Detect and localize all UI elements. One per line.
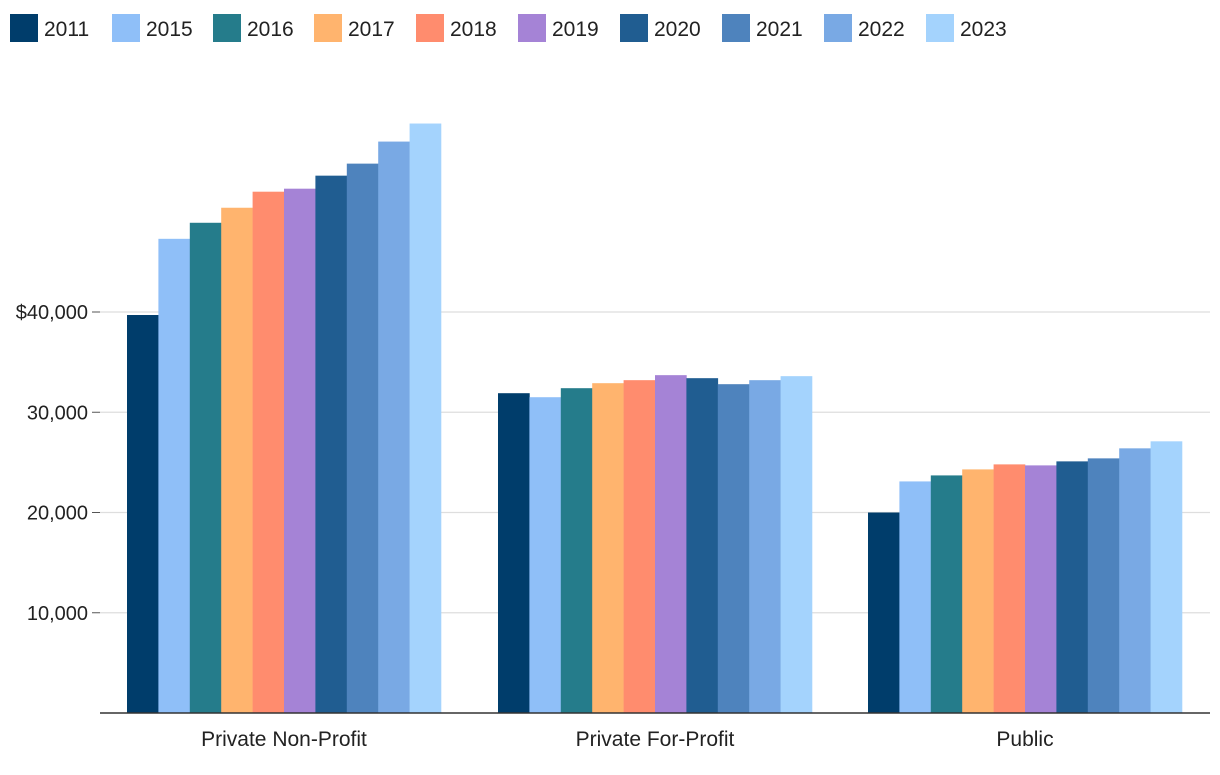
legend-swatch xyxy=(518,14,546,42)
bar[interactable] xyxy=(1087,458,1120,713)
legend-item[interactable]: 2021 xyxy=(722,14,803,42)
legend-swatch xyxy=(824,14,852,42)
x-category-label: Private For-Profit xyxy=(576,728,735,751)
bar[interactable] xyxy=(1119,448,1151,713)
y-tick-label: 10,000 xyxy=(27,603,88,625)
bar[interactable] xyxy=(378,141,410,713)
bar-group xyxy=(498,375,813,713)
legend-swatch xyxy=(112,14,140,42)
legend-item[interactable]: 2011 xyxy=(10,14,89,42)
bar[interactable] xyxy=(284,188,316,713)
legend-item[interactable]: 2017 xyxy=(314,14,395,42)
bar[interactable] xyxy=(560,388,593,713)
x-category-label: Public xyxy=(996,728,1053,751)
legend-label: 2021 xyxy=(756,18,803,41)
bar[interactable] xyxy=(158,238,191,713)
legend-swatch xyxy=(722,14,750,42)
bar[interactable] xyxy=(686,378,719,713)
bar-group xyxy=(127,123,442,714)
bar[interactable] xyxy=(655,375,687,713)
bar[interactable] xyxy=(868,512,900,714)
bar[interactable] xyxy=(899,481,932,713)
y-tick-label: 20,000 xyxy=(27,503,88,525)
y-tick-label: $40,000 xyxy=(16,302,88,324)
legend-swatch xyxy=(10,14,38,42)
legend-label: 2018 xyxy=(450,18,497,41)
bar[interactable] xyxy=(930,475,963,713)
y-tick-label: 30,000 xyxy=(27,402,88,424)
legend-item[interactable]: 2015 xyxy=(112,14,193,42)
bar[interactable] xyxy=(717,384,750,713)
x-category-label: Private Non-Profit xyxy=(201,728,367,751)
bar[interactable] xyxy=(780,376,813,713)
bar[interactable] xyxy=(221,207,253,714)
bar[interactable] xyxy=(252,191,285,713)
bars xyxy=(127,123,1183,714)
legend-item[interactable]: 2019 xyxy=(518,14,599,42)
bar[interactable] xyxy=(1056,461,1089,713)
bar[interactable] xyxy=(409,123,442,713)
legend-swatch xyxy=(416,14,444,42)
legend-swatch xyxy=(620,14,648,42)
legend-item[interactable]: 2016 xyxy=(213,14,294,42)
bar[interactable] xyxy=(592,383,624,713)
bar[interactable] xyxy=(962,469,994,713)
legend-label: 2022 xyxy=(858,18,905,41)
bar[interactable] xyxy=(498,393,530,713)
legend: 2011 2015 2016 2017 2018 2019 2020 2021 2022 2023 xyxy=(10,14,1007,42)
legend-label: 2019 xyxy=(552,18,599,41)
bar[interactable] xyxy=(1150,441,1183,713)
legend-label: 2020 xyxy=(654,18,701,41)
legend-item[interactable]: 2018 xyxy=(416,14,497,42)
bar-group xyxy=(868,441,1183,714)
legend-swatch xyxy=(213,14,241,42)
legend-item[interactable]: 2020 xyxy=(620,14,701,42)
bar[interactable] xyxy=(993,464,1026,713)
y-axis: 10,000 20,000 30,000 $40,000 xyxy=(16,302,100,625)
legend-swatch xyxy=(314,14,342,42)
bar[interactable] xyxy=(749,380,781,713)
bar[interactable] xyxy=(315,175,348,713)
bar[interactable] xyxy=(529,397,562,713)
legend-swatch xyxy=(926,14,954,42)
legend-label: 2016 xyxy=(247,18,294,41)
x-axis: Private Non-Profit Private For-Profit Publ… xyxy=(100,712,1210,751)
bar[interactable] xyxy=(623,380,656,713)
legend-label: 2023 xyxy=(960,18,1007,41)
legend-label: 2011 xyxy=(44,18,89,41)
legend-item[interactable]: 2023 xyxy=(926,14,1007,42)
legend-label: 2017 xyxy=(348,18,395,41)
legend-label: 2015 xyxy=(146,18,193,41)
bar[interactable] xyxy=(346,163,379,713)
bar[interactable] xyxy=(1025,465,1057,713)
legend-item[interactable]: 2022 xyxy=(824,14,905,42)
bar[interactable] xyxy=(189,222,222,713)
bar[interactable] xyxy=(127,315,159,713)
